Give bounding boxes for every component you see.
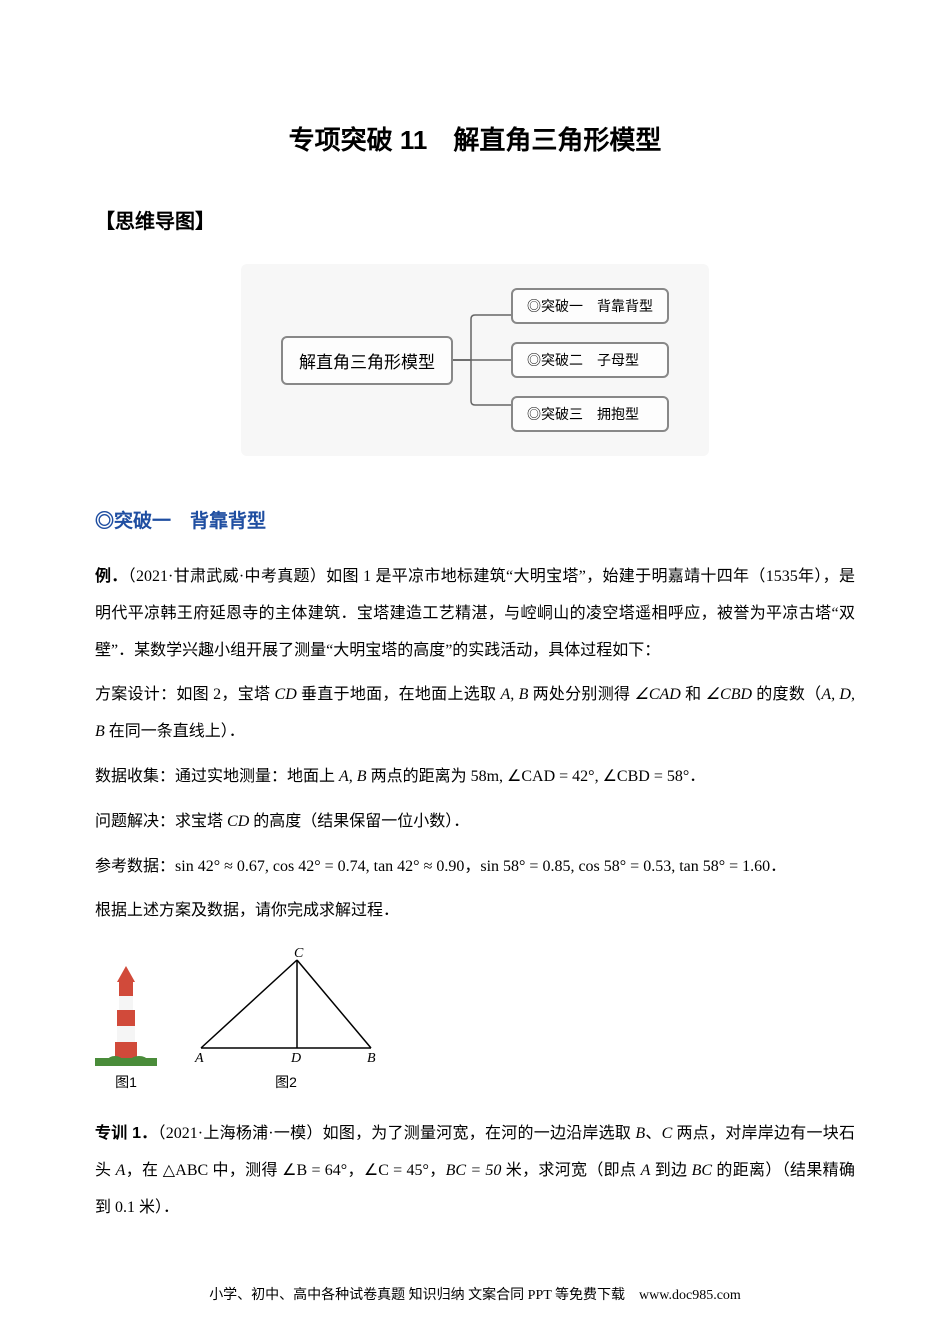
math-B: B bbox=[635, 1125, 645, 1142]
mindmap-children: ◎突破一 背靠背型 ◎突破二 子母型 ◎突破三 拥抱型 bbox=[511, 288, 669, 432]
p5-tail: ． bbox=[770, 858, 786, 875]
example-source: （2021·甘肃武威·中考真题） bbox=[128, 568, 327, 585]
page-footer: 小学、初中、高中各种试卷真题 知识归纳 文案合同 PPT 等免费下载 www.d… bbox=[0, 1284, 950, 1304]
t1-f: ， bbox=[347, 1162, 364, 1179]
math-A2: A bbox=[641, 1162, 651, 1179]
t1-d: ，在 bbox=[125, 1162, 162, 1179]
math-ref1: sin 42° ≈ 0.67, cos 42° = 0.74, tan 42° … bbox=[175, 858, 464, 875]
breakthrough-heading: ◎突破一 背靠背型 bbox=[95, 506, 855, 533]
math-cd: CD bbox=[275, 686, 297, 703]
label-b: B bbox=[367, 1051, 376, 1066]
mindmap-container: 解直角三角形模型 ◎突破一 背靠背型 ◎突破二 子母型 ◎突破三 拥抱型 bbox=[95, 264, 855, 456]
t1-h: 米，求河宽（即点 bbox=[501, 1162, 640, 1179]
example-label: 例． bbox=[95, 568, 128, 585]
p4-tail: 的高度（结果保留一位小数）． bbox=[249, 813, 469, 830]
math-ab: A, B bbox=[501, 686, 529, 703]
p3-mid: 两点的距离为 bbox=[367, 768, 471, 785]
math-BCside: BC bbox=[692, 1162, 712, 1179]
t1-i: 到边 bbox=[650, 1162, 691, 1179]
example-paragraph-3: 数据收集：通过实地测量：地面上 A, B 两点的距离为 58m, ∠CAD = … bbox=[95, 759, 855, 796]
p2-tail: 在同一条直线上）． bbox=[105, 723, 245, 740]
p3-tail: ． bbox=[689, 768, 705, 785]
mindmap-child-2: ◎突破二 子母型 bbox=[511, 342, 669, 378]
p4-prefix: 问题解决：求宝塔 bbox=[95, 813, 227, 830]
math-C: C bbox=[662, 1125, 673, 1142]
math-tri: △ABC bbox=[163, 1162, 209, 1179]
t1-a: 如图，为了测量河宽，在河的一边沿岸选取 bbox=[323, 1125, 636, 1142]
p2-mid1: 垂直于地面，在地面上选取 bbox=[297, 686, 501, 703]
figures-row: 图1 C A D B 图2 bbox=[95, 948, 855, 1092]
training-label: 专训 1． bbox=[95, 1125, 158, 1142]
t1-b: 、 bbox=[645, 1125, 661, 1142]
figure-2: C A D B 图2 bbox=[191, 948, 381, 1092]
p5-prefix: 参考数据： bbox=[95, 858, 175, 875]
math-bc: BC = 50 bbox=[446, 1162, 502, 1179]
math-ab2: A, B bbox=[339, 768, 367, 785]
mindmap-connector bbox=[453, 305, 511, 415]
example-paragraph-2: 方案设计：如图 2，宝塔 CD 垂直于地面，在地面上选取 A, B 两处分别测得… bbox=[95, 677, 855, 751]
t1-g: ， bbox=[429, 1162, 446, 1179]
math-A: A bbox=[116, 1162, 126, 1179]
training-1-paragraph: 专训 1．（2021·上海杨浦·一模）如图，为了测量河宽，在河的一边沿岸选取 B… bbox=[95, 1116, 855, 1226]
triangle-diagram: C A D B bbox=[191, 948, 381, 1066]
math-data: 58m, ∠CAD = 42°, ∠CBD = 58° bbox=[471, 768, 690, 785]
label-d: D bbox=[290, 1051, 301, 1066]
mindmap-heading: 【思维导图】 bbox=[95, 205, 855, 234]
example-paragraph-4: 问题解决：求宝塔 CD 的高度（结果保留一位小数）． bbox=[95, 804, 855, 841]
p2-and: 和 bbox=[681, 686, 706, 703]
p2-mid3: 的度数（ bbox=[752, 686, 821, 703]
mindmap: 解直角三角形模型 ◎突破一 背靠背型 ◎突破二 子母型 ◎突破三 拥抱型 bbox=[241, 264, 709, 456]
math-angC: ∠C = 45° bbox=[364, 1162, 429, 1179]
figure-1-label: 图1 bbox=[115, 1072, 137, 1092]
figure-2-label: 图2 bbox=[275, 1072, 297, 1092]
example-paragraph-1: 例．（2021·甘肃武威·中考真题）如图 1 是平凉市地标建筑“大明宝塔”，始建… bbox=[95, 559, 855, 669]
mindmap-child-1: ◎突破一 背靠背型 bbox=[511, 288, 669, 324]
p5-sep: ， bbox=[464, 858, 480, 875]
math-ref2: sin 58° = 0.85, cos 58° = 0.53, tan 58° … bbox=[480, 858, 770, 875]
p2-mid2: 两处分别测得 bbox=[528, 686, 634, 703]
example-paragraph-6: 根据上述方案及数据，请你完成求解过程． bbox=[95, 893, 855, 930]
p2-prefix: 方案设计：如图 2，宝塔 bbox=[95, 686, 275, 703]
label-c: C bbox=[294, 948, 304, 961]
label-a: A bbox=[194, 1051, 204, 1066]
figure-1: 图1 bbox=[95, 956, 157, 1092]
math-angB: ∠B = 64° bbox=[282, 1162, 347, 1179]
math-cad: ∠CAD bbox=[635, 686, 681, 703]
mindmap-root: 解直角三角形模型 bbox=[281, 336, 453, 385]
example-paragraph-5: 参考数据：sin 42° ≈ 0.67, cos 42° = 0.74, tan… bbox=[95, 849, 855, 886]
page-title: 专项突破 11 解直角三角形模型 bbox=[95, 120, 855, 157]
t1-e: 中，测得 bbox=[208, 1162, 282, 1179]
math-cd2: CD bbox=[227, 813, 249, 830]
training-source: （2021·上海杨浦·一模） bbox=[158, 1125, 323, 1142]
math-cbd: ∠CBD bbox=[706, 686, 752, 703]
mindmap-child-3: ◎突破三 拥抱型 bbox=[511, 396, 669, 432]
p3-prefix: 数据收集：通过实地测量：地面上 bbox=[95, 768, 339, 785]
pagoda-icon bbox=[95, 956, 157, 1066]
